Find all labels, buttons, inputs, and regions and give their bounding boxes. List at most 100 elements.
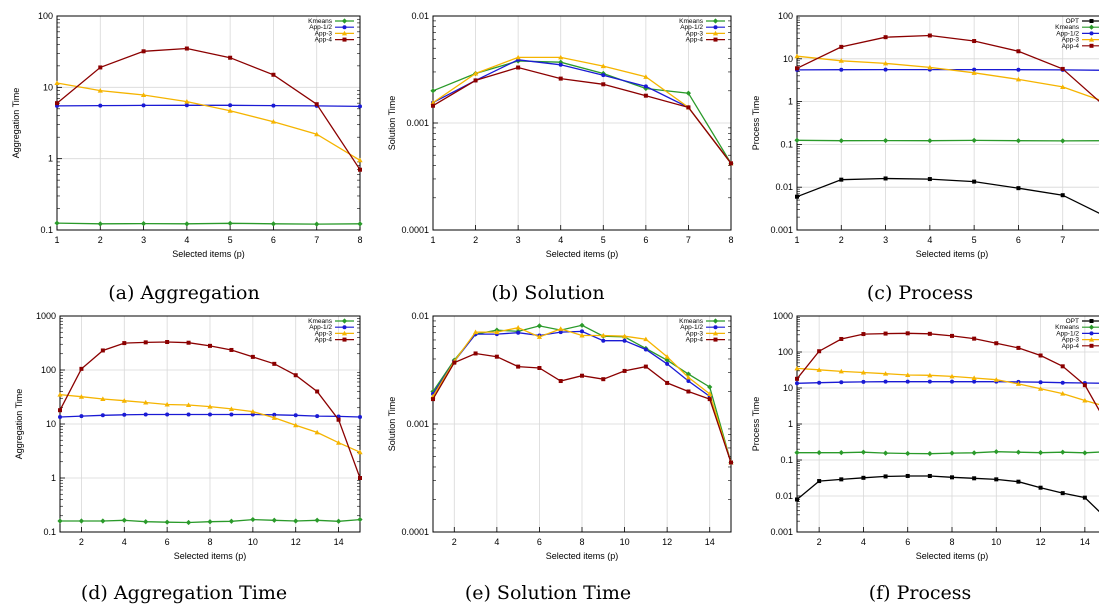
caption-d: (d) Aggregation Time (80, 582, 288, 604)
data-point-kmeans (430, 88, 436, 94)
data-point-app-4 (950, 333, 954, 338)
legend-marker-app-1-2 (713, 25, 718, 30)
data-point-app-4 (861, 332, 866, 337)
data-point-opt (861, 475, 866, 480)
series-line-app-3 (796, 55, 1099, 101)
x-tick-label: 6 (905, 537, 910, 547)
data-point-app-3 (927, 372, 933, 378)
data-point-app-4 (839, 44, 844, 49)
series-app-3 (54, 80, 363, 163)
legend-label-app-4: App-4 (315, 337, 333, 344)
x-tick-label: 5 (972, 235, 977, 245)
series-line-app-3 (56, 82, 361, 161)
data-point-app-3 (707, 391, 713, 396)
legend-label-app-3: App-3 (315, 30, 333, 37)
legend-marker-app-1-2 (342, 25, 347, 30)
data-point-app-1-2 (558, 62, 563, 67)
data-point-app-1-2 (186, 412, 191, 417)
data-point-app-3 (558, 326, 564, 331)
x-tick-label: 12 (1036, 537, 1046, 547)
data-point-kmeans (184, 221, 190, 227)
data-point-app-4 (665, 380, 670, 385)
x-tick-label: 5 (228, 235, 233, 245)
data-point-kmeans (927, 138, 933, 144)
data-point-app-1-2 (972, 67, 977, 72)
data-point-app-4 (58, 408, 62, 413)
x-axis-label: Selected items (p) (916, 551, 989, 561)
data-point-kmeans (1060, 449, 1066, 455)
caption-f: (f) Process (868, 582, 972, 604)
data-point-app-3 (314, 429, 320, 435)
series-line-kmeans (796, 139, 1099, 142)
legend-label-app-3: App-3 (1062, 337, 1080, 344)
data-point-app-1-2 (165, 412, 170, 417)
data-point-kmeans (100, 518, 106, 524)
data-point-app-4 (1060, 364, 1065, 369)
x-tick-label: 1 (54, 235, 59, 245)
legend-label-app-4: App-4 (686, 337, 704, 344)
series-app-3 (57, 392, 363, 455)
data-point-app-3 (664, 354, 670, 359)
y-tick-label: 0.001 (406, 118, 429, 128)
legend-marker-app-3 (1088, 337, 1095, 342)
y-axis-label: Process Time (751, 397, 761, 452)
caption-c: (c) Process (866, 282, 974, 304)
data-point-app-3 (1060, 390, 1066, 396)
data-point-app-3 (207, 404, 213, 409)
x-tick-label: 2 (79, 537, 84, 547)
y-tick-label: 1000 (36, 311, 56, 321)
y-tick-label: 10 (783, 54, 793, 64)
data-point-opt (972, 476, 977, 481)
data-point-kmeans (971, 137, 977, 144)
x-tick-label: 3 (141, 235, 146, 245)
data-point-kmeans (357, 516, 363, 523)
legend-marker-app-1-2 (342, 325, 347, 330)
data-point-app-1-2 (293, 413, 298, 418)
data-point-app-3 (250, 408, 256, 414)
chart-panel-2: 0.0001 0.001 0.01 1 2 3 4 5 6 7 8 Selected items (p… (387, 11, 734, 259)
data-point-app-3 (271, 415, 277, 420)
data-point-app-1-2 (622, 338, 627, 343)
data-point-app-3 (643, 74, 649, 79)
data-point-kmeans (794, 450, 800, 456)
x-tick-label: 3 (516, 235, 521, 245)
data-point-app-3 (536, 334, 543, 339)
data-point-kmeans (643, 85, 649, 92)
x-tick-label: 2 (98, 235, 103, 245)
data-point-kmeans (314, 221, 320, 227)
series-line-app-1-2 (56, 104, 361, 108)
data-point-kmeans (971, 450, 977, 456)
data-point-kmeans (227, 220, 233, 226)
data-point-kmeans (97, 221, 103, 227)
data-point-app-4 (55, 101, 59, 106)
data-point-app-4 (972, 336, 977, 341)
series-line-app-4 (56, 47, 361, 171)
data-point-app-4 (839, 336, 844, 341)
data-point-app-4 (1016, 49, 1021, 54)
data-point-app-4 (817, 349, 822, 354)
data-point-kmeans (536, 323, 543, 329)
data-point-opt (927, 177, 932, 182)
data-point-opt (1038, 485, 1043, 490)
y-tick-label: 0.01 (411, 311, 429, 321)
legend-label-app-4: App-4 (1062, 343, 1080, 350)
caption-a: (a) Aggregation (108, 282, 260, 304)
data-point-app-3 (621, 333, 628, 339)
legend-label-app-1-2: App-1/2 (309, 24, 332, 31)
data-point-app-4 (473, 351, 478, 356)
data-point-app-1-2 (229, 412, 234, 417)
data-point-app-3 (1015, 76, 1022, 82)
legend-marker-kmeans (1088, 24, 1095, 30)
data-point-kmeans (949, 450, 955, 456)
legend-marker-app-3 (712, 330, 719, 336)
x-axis-label: Selected items (p) (916, 249, 989, 259)
data-point-app-4 (228, 55, 233, 60)
data-point-app-3 (794, 365, 800, 371)
data-point-app-1-2 (601, 73, 606, 78)
legend-label-app-3: App-3 (686, 30, 704, 37)
legend-label-kmeans: Kmeans (679, 318, 704, 325)
x-tick-label: 6 (271, 235, 276, 245)
data-point-app-1-2 (905, 379, 910, 384)
legend-marker-app-3 (341, 30, 348, 36)
